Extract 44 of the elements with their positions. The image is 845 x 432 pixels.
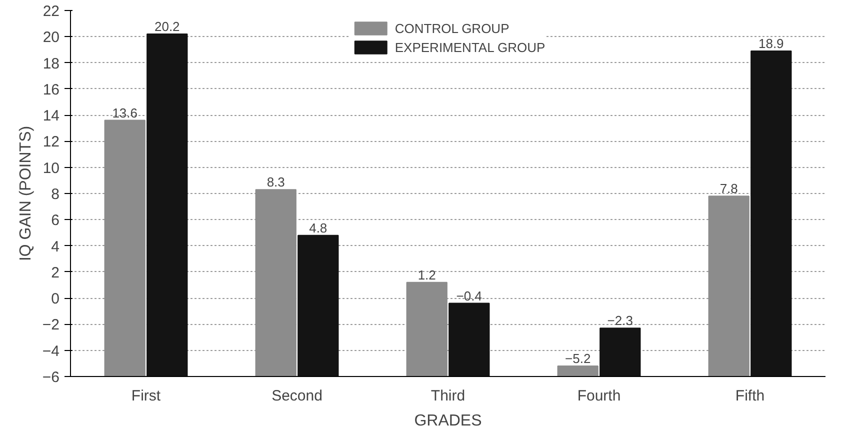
y-tick-label: 16 [42,81,60,98]
x-tick-label: Third [430,388,466,404]
y-tick-label: 20 [42,29,60,46]
bar [708,196,750,376]
y-tick-label: 0 [51,290,60,308]
x-axis-title: GRADES [414,412,482,430]
y-tick-label: −2 [42,316,60,334]
legend-label: EXPERIMENTAL GROUP [394,40,546,54]
data-label: 13.6 [112,105,138,120]
y-axis-title: IQ GAIN (POINTS) [17,126,34,262]
data-label: 7.8 [720,181,738,196]
data-label: −0.4 [456,288,482,304]
y-tick-label: 4 [51,238,60,256]
bar [750,50,792,376]
y-tick-label: 22 [42,3,60,20]
data-label: −5.2 [565,351,591,366]
bar [448,302,490,376]
x-tick-label: First [131,388,162,404]
bar [298,234,339,376]
y-tick-label: −6 [42,369,60,386]
y-tick-label: 10 [42,160,60,177]
bar [557,366,598,376]
data-label: 8.3 [266,174,285,190]
y-tick-label: 2 [51,264,60,282]
y-tick-label: 8 [51,186,60,203]
x-tick-label: Fifth [735,388,765,404]
y-tick-label: 6 [51,212,60,230]
y-tick-label: 12 [42,134,60,151]
bar [255,189,296,376]
y-tick-label: −4 [42,342,60,360]
x-tick-label: Second [272,388,322,404]
bar [406,282,448,376]
data-label: 1.2 [418,267,436,282]
bar [104,120,146,376]
data-label: 20.2 [154,19,180,34]
data-label: −2.3 [607,313,633,328]
y-tick-label: 18 [42,55,60,72]
data-label: 18.9 [758,36,784,52]
data-label: 4.8 [309,220,328,236]
legend-label: CONTROL GROUP [394,20,510,36]
bar [600,328,641,376]
bar [146,34,188,376]
y-tick-label: 14 [42,108,60,125]
x-tick-label: Fourth [577,388,621,404]
